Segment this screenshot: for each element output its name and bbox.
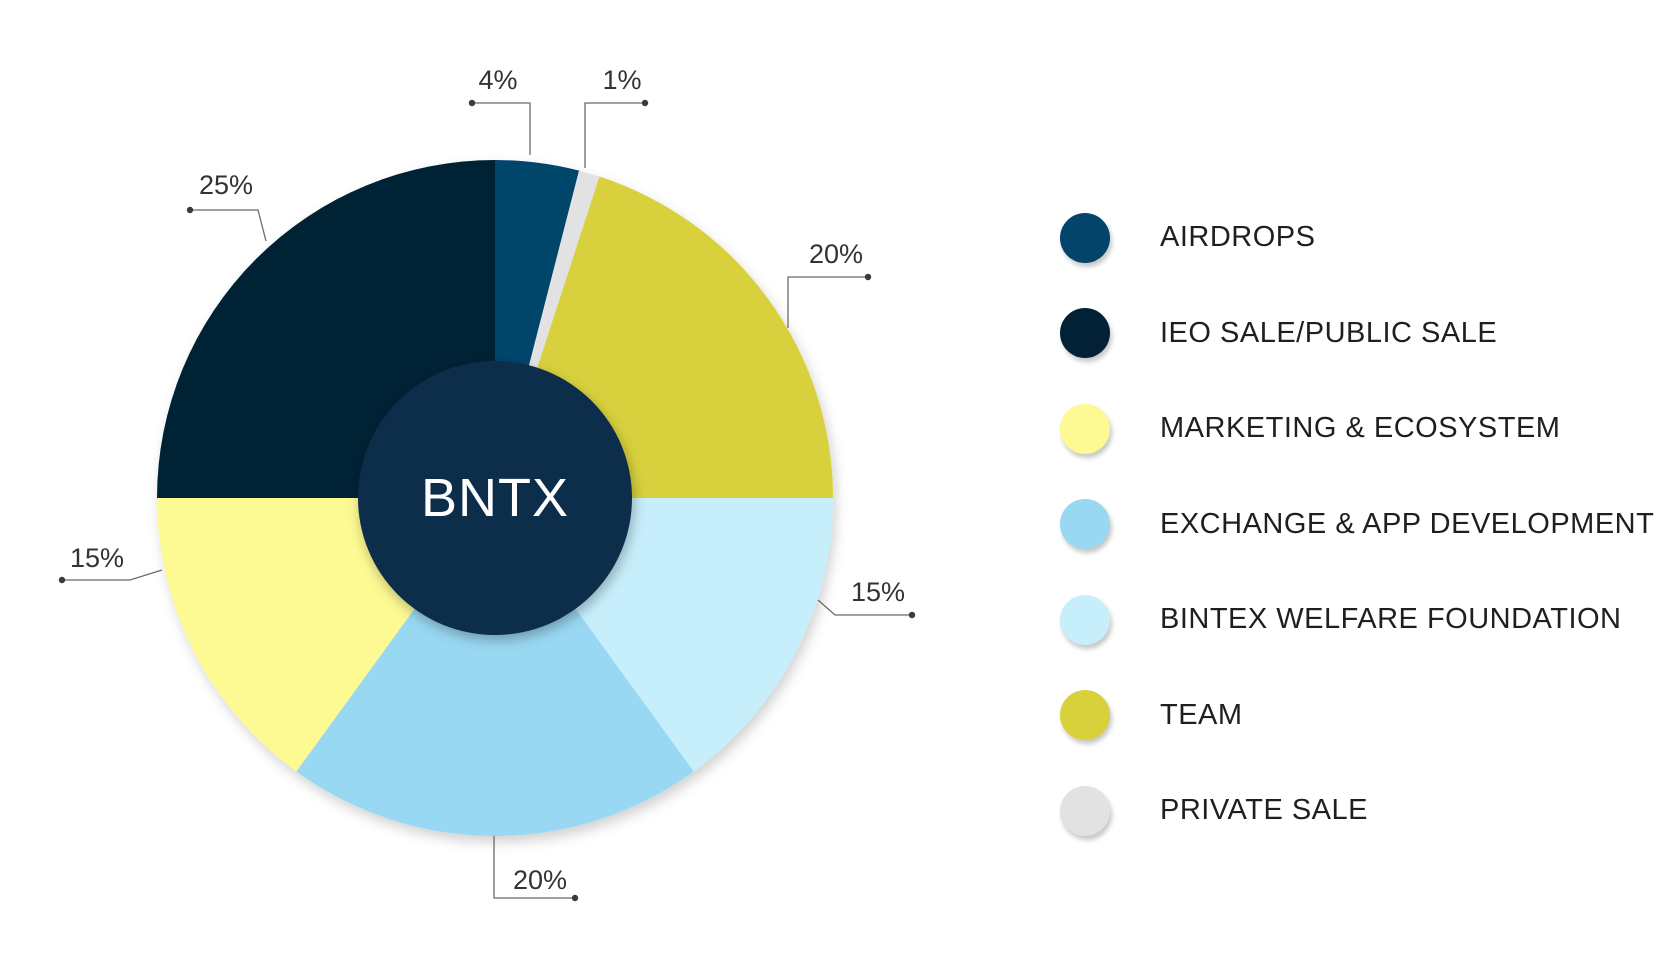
legend-label-ieo-sale-public-sale: IEO SALE/PUBLIC SALE: [1160, 316, 1498, 349]
leader-line-marketing-and-ecosystem: [62, 569, 163, 581]
legend-swatch-team: [1060, 690, 1110, 741]
slice-labels: 4% 1% 20% 15% 20% 15% 25%: [70, 65, 905, 895]
leader-line-bintex-welfare-foundation: [817, 599, 912, 616]
data-label-airdrops: 4%: [478, 65, 517, 95]
leader-line-team: [787, 276, 868, 328]
center-label: BNTX: [421, 468, 569, 528]
legend-swatch-bintex-welfare-foundation: [1060, 594, 1110, 645]
data-label-private-sale: 1%: [602, 65, 641, 95]
leader-dot-bintex-welfare-foundation: [908, 611, 916, 619]
leader-line-exchange-and-app-development: [493, 836, 575, 899]
data-label-marketing-and-ecosystem: 15%: [70, 543, 124, 573]
leader-dot-exchange-and-app-development: [571, 894, 579, 902]
legend-item-bintex-welfare-foundation: BINTEX WELFARE FOUNDATION: [1060, 572, 1660, 668]
data-label-ieo-sale-public-sale: 25%: [199, 170, 253, 200]
leader-dot-airdrops: [468, 99, 476, 107]
leader-dot-ieo-sale-public-sale: [186, 206, 194, 214]
legend-label-airdrops: AIRDROPS: [1160, 221, 1316, 254]
leader-dot-team: [864, 273, 872, 281]
leader-line-ieo-sale-public-sale: [190, 209, 267, 242]
legend-item-marketing-and-ecosystem: MARKETING & ECOSYSTEM: [1060, 381, 1660, 477]
legend-label-private-sale: PRIVATE SALE: [1160, 794, 1368, 827]
legend-label-exchange-and-app-development: EXCHANGE & APP DEVELOPMENT: [1160, 507, 1655, 540]
legend-item-airdrops: AIRDROPS: [1060, 190, 1660, 286]
legend-item-private-sale: PRIVATE SALE: [1060, 763, 1660, 859]
leader-line-private-sale: [584, 102, 645, 168]
pie-slice-exchange-and-app-development: [296, 498, 694, 837]
legend-swatch-private-sale: [1060, 785, 1110, 836]
leader-dot-private-sale: [641, 99, 649, 107]
data-label-team: 20%: [809, 239, 863, 269]
data-label-exchange-and-app-development: 20%: [513, 865, 567, 895]
center-circle: [358, 361, 632, 635]
legend-swatch-exchange-and-app-development: [1060, 499, 1110, 550]
legend-label-team: TEAM: [1160, 698, 1243, 731]
legend-item-ieo-sale-public-sale: IEO SALE/PUBLIC SALE: [1060, 286, 1660, 382]
legend-label-marketing-and-ecosystem: MARKETING & ECOSYSTEM: [1160, 412, 1561, 445]
legend-item-team: TEAM: [1060, 668, 1660, 764]
legend: AIRDROPS IEO SALE/PUBLIC SALE MARKETING & …: [1060, 190, 1660, 859]
label-leaders: [58, 99, 916, 902]
leader-dot-marketing-and-ecosystem: [58, 576, 66, 584]
data-label-bintex-welfare-foundation: 15%: [851, 577, 905, 607]
leader-line-airdrops: [472, 102, 531, 155]
legend-swatch-ieo-sale-public-sale: [1060, 308, 1110, 359]
legend-swatch-marketing-and-ecosystem: [1060, 403, 1110, 454]
legend-label-bintex-welfare-foundation: BINTEX WELFARE FOUNDATION: [1160, 603, 1622, 636]
legend-item-exchange-and-app-development: EXCHANGE & APP DEVELOPMENT: [1060, 477, 1660, 573]
legend-swatch-airdrops: [1060, 212, 1110, 263]
